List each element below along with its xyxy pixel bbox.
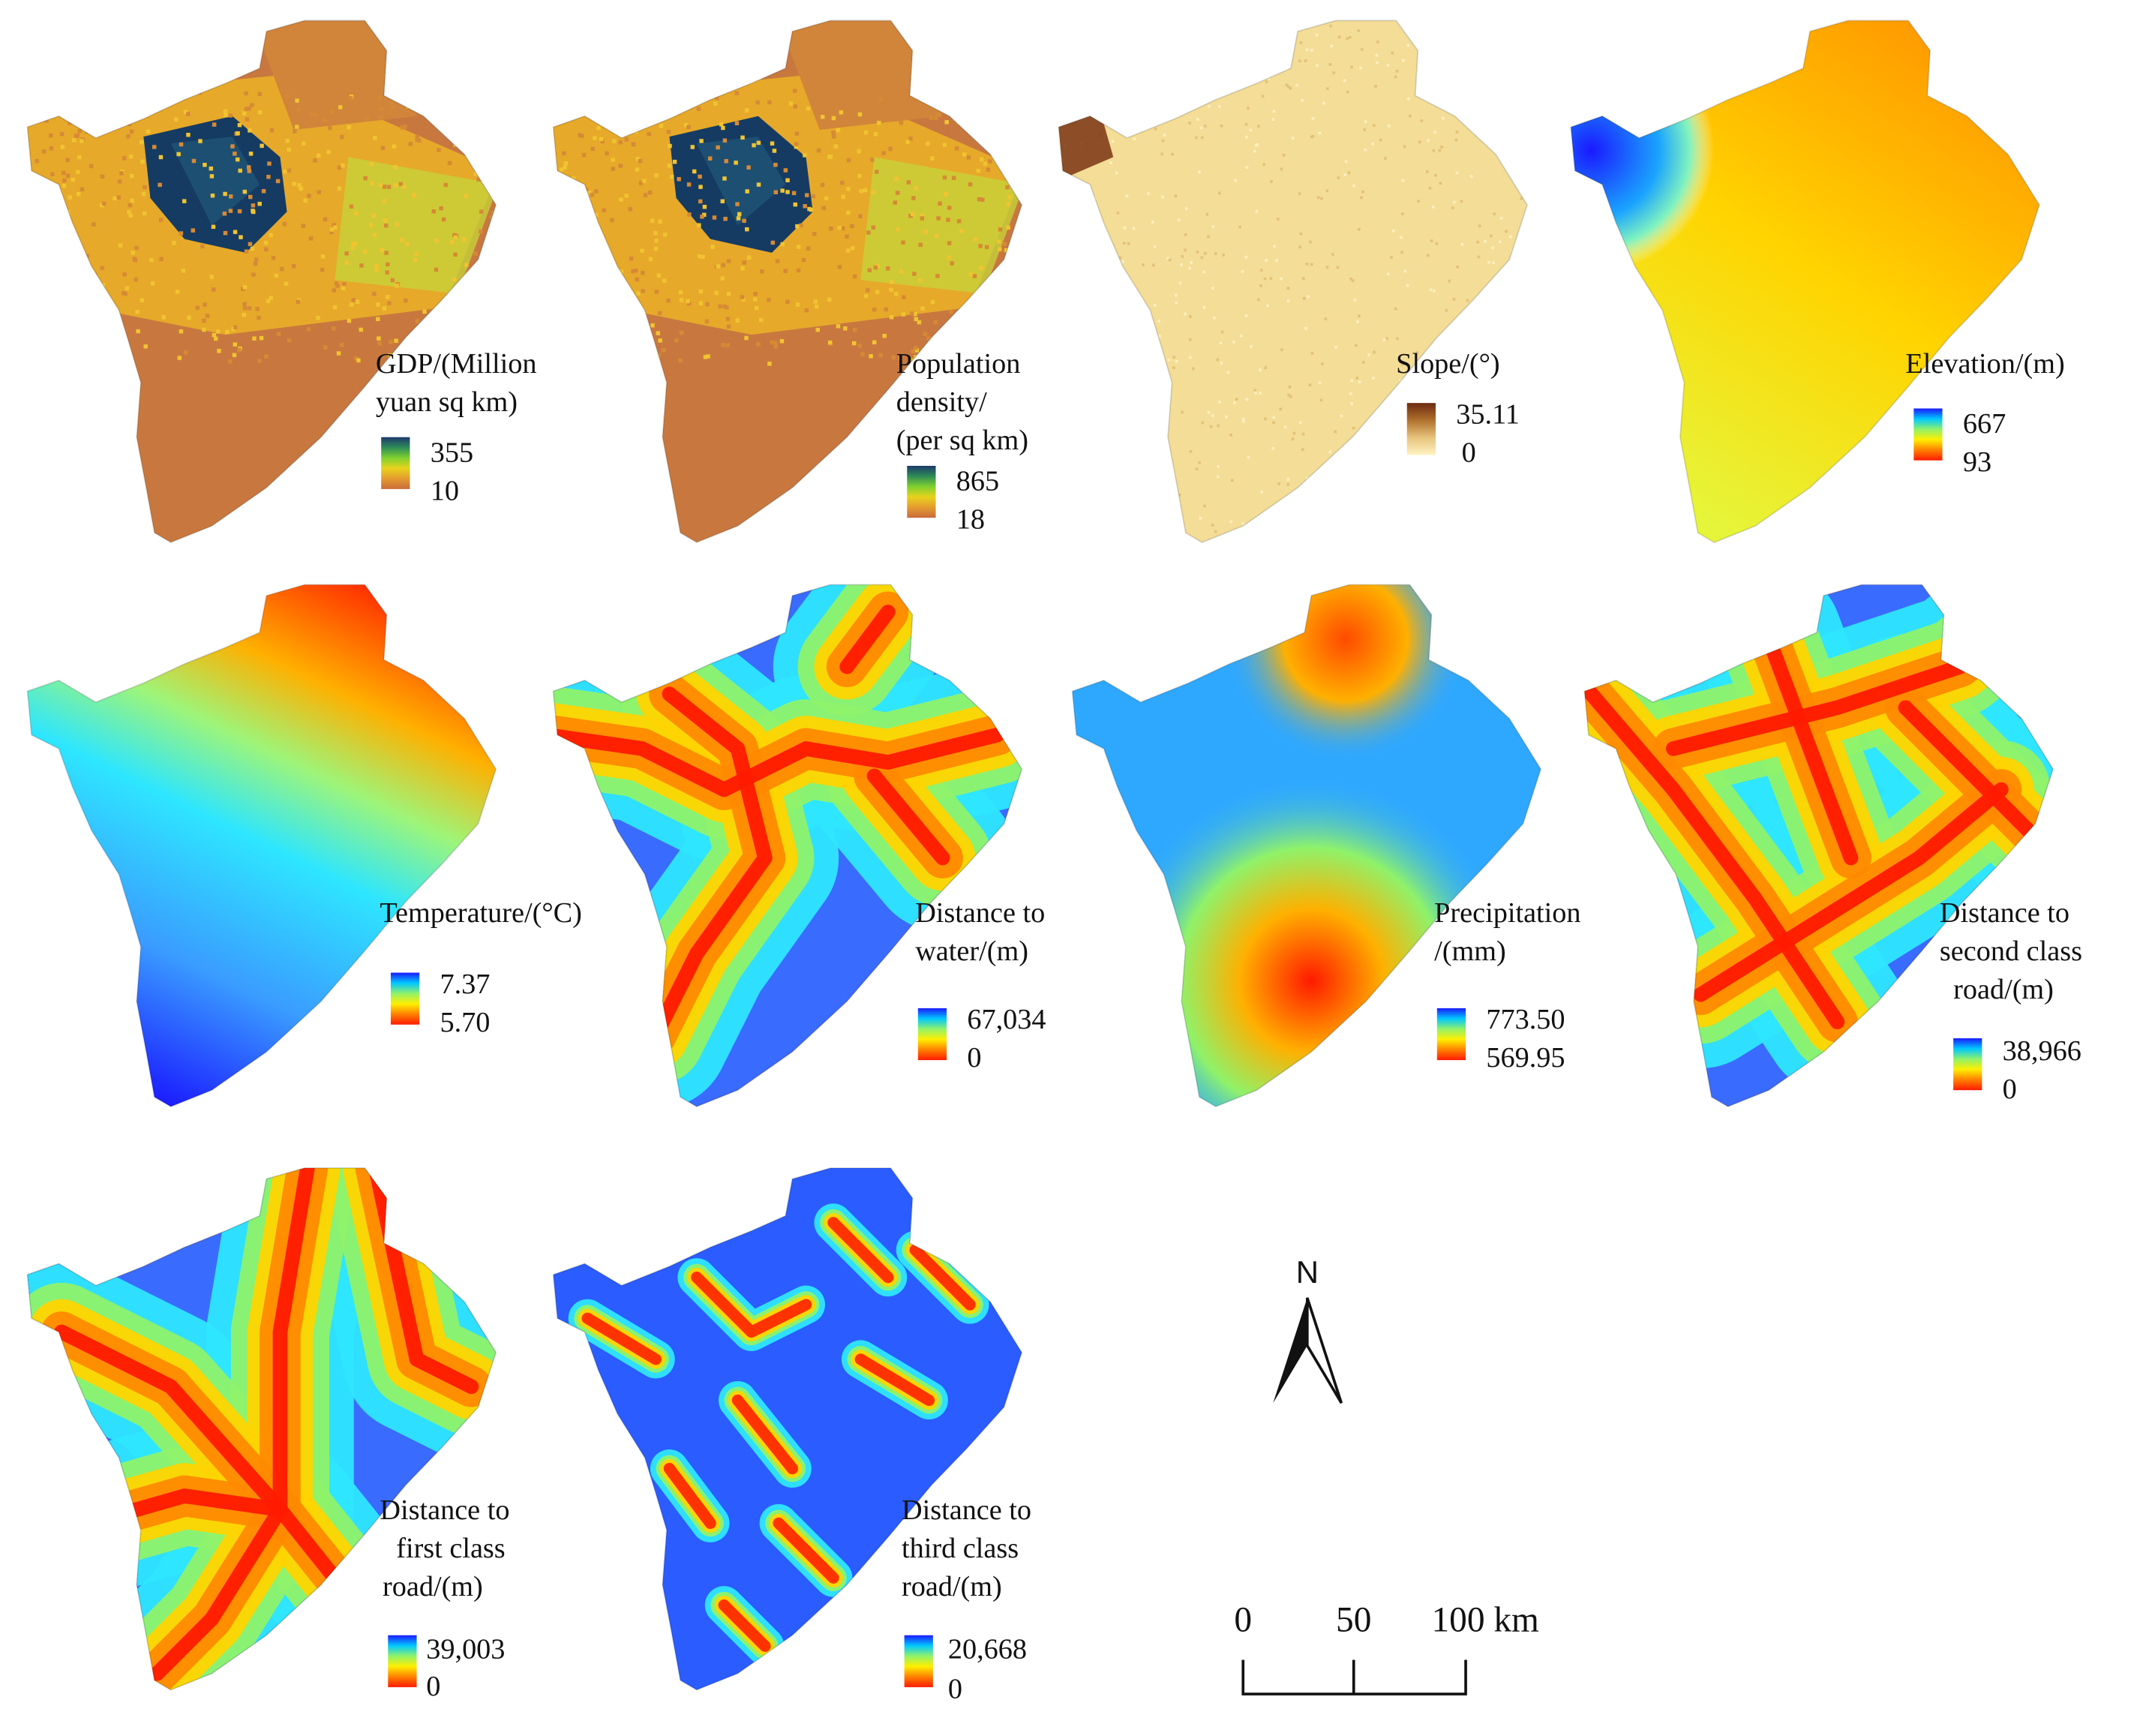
scale-bar-label-0: 0 (1234, 1600, 1252, 1639)
precipitation-legend-min: 569.95 (1486, 1042, 1565, 1074)
water-outline (552, 584, 1023, 1108)
road3-legend: Distance to third class road/(m) 20,668 … (902, 1494, 1031, 1705)
scale-bar-line (1241, 1659, 1467, 1695)
population-legend-ramp (907, 465, 936, 518)
water-title-line-1: Distance to (915, 897, 1045, 929)
panel-elevation: Elevation/(m) 667 93 (1570, 20, 2065, 543)
road3-title-line-1: Distance to (902, 1494, 1031, 1526)
panel-gdp: GDP/(Million yuan sq km) 355 10 (26, 20, 537, 543)
road3-legend-ramp (904, 1635, 933, 1687)
elevation-map (1570, 20, 2040, 543)
elevation-legend: Elevation/(m) 667 93 (1905, 348, 2064, 478)
panel-water: Distance to water/(m) 67,034 0 (552, 584, 1046, 1108)
road1-title-line-1: Distance to (380, 1494, 509, 1526)
temperature-legend: Temperature/(°C) 7.37 5.70 (380, 897, 582, 1038)
road1-legend-max: 39,003 (426, 1634, 505, 1665)
temperature-title-line-1: Temperature/(°C) (380, 897, 582, 929)
slope-legend-ramp (1406, 403, 1436, 455)
population-title-line-1: Population (896, 348, 1021, 380)
temperature-map (26, 584, 497, 1108)
north-arrow: N (1273, 1254, 1343, 1404)
water-legend-min: 0 (967, 1042, 981, 1074)
gdp-title-line-2: yuan sq km) (376, 386, 518, 418)
water-legend: Distance to water/(m) 67,034 0 (915, 897, 1046, 1074)
gdp-legend: GDP/(Million yuan sq km) 355 10 (376, 348, 537, 506)
panel-road1: Distance to first class road/(m) 39,003 … (26, 1167, 509, 1702)
road3-legend-max: 20,668 (948, 1634, 1027, 1665)
road2-legend: Distance to second class road/(m) 38,966… (1940, 897, 2082, 1105)
panel-road2: Distance to second class road/(m) 38,966… (1583, 584, 2082, 1108)
precipitation-title-line-1: Precipitation (1434, 897, 1580, 929)
road2-legend-min: 0 (2003, 1074, 2017, 1105)
elevation-legend-max: 667 (1963, 408, 2006, 440)
north-arrow-left-half (1273, 1297, 1307, 1404)
road2-legend-ramp (1953, 1038, 1982, 1091)
road1-map (26, 1167, 497, 1691)
north-arrow-right-half (1305, 1297, 1343, 1404)
population-outline (552, 20, 1023, 543)
temperature-outline (26, 584, 497, 1108)
slope-map (1058, 20, 1528, 543)
north-arrow-label: N (1296, 1254, 1319, 1290)
scale-bar: 0 50 100 km (1234, 1600, 1539, 1695)
scale-bar-label-100-km: 100 km (1432, 1600, 1539, 1639)
road3-title-line-2: third class (902, 1533, 1019, 1564)
road1-title-line-3: road/(m) (383, 1571, 483, 1602)
road3-map (552, 1167, 1023, 1691)
road2-title-line-3: road/(m) (1953, 974, 2054, 1005)
road3-outline (552, 1167, 1023, 1691)
scale-bar-label-50: 50 (1336, 1600, 1371, 1639)
population-title-line-3: (per sq km) (896, 425, 1028, 456)
road1-legend-ramp (388, 1635, 417, 1687)
slope-legend-min: 0 (1462, 437, 1476, 468)
population-title-line-2: density/ (896, 386, 987, 418)
gdp-legend-ramp (381, 437, 410, 489)
elevation-legend-ramp (1913, 408, 1943, 461)
population-legend-max: 865 (956, 466, 999, 497)
road2-title-line-1: Distance to (1940, 897, 2069, 929)
road2-title-line-2: second class (1940, 936, 2082, 967)
panel-road3: Distance to third class road/(m) 20,668 … (552, 1167, 1031, 1705)
elevation-outline (1570, 20, 2040, 543)
precipitation-legend: Precipitation /(mm) 773.50 569.95 (1434, 897, 1580, 1074)
road3-title-line-3: road/(m) (902, 1571, 1002, 1602)
precipitation-legend-ramp (1436, 1008, 1466, 1061)
slope-legend-max: 35.11 (1456, 399, 1520, 431)
gdp-legend-min: 10 (431, 475, 459, 506)
road1-legend: Distance to first class road/(m) 39,003 … (380, 1494, 509, 1702)
water-legend-max: 67,034 (967, 1004, 1046, 1035)
water-legend-ramp (917, 1008, 947, 1061)
gdp-outline (26, 20, 497, 543)
elevation-title-line-1: Elevation/(m) (1905, 348, 2064, 380)
population-legend: Population density/ (per sq km) 865 18 (896, 348, 1028, 536)
slope-legend: Slope/(°) 35.11 0 (1396, 348, 1520, 468)
road2-outline (1583, 584, 2054, 1108)
temperature-legend-ramp (390, 972, 420, 1025)
panel-precipitation: Precipitation /(mm) 773.50 569.95 (1071, 584, 1581, 1108)
slope-outline (1058, 20, 1528, 543)
panel-temperature: Temperature/(°C) 7.37 5.70 (26, 584, 582, 1108)
water-title-line-2: water/(m) (915, 936, 1028, 967)
panel-slope: Slope/(°) 35.11 0 (1058, 20, 1528, 543)
road2-legend-max: 38,966 (2003, 1035, 2081, 1067)
precipitation-title-line-2: /(mm) (1434, 936, 1506, 967)
population-legend-min: 18 (956, 504, 985, 536)
temperature-legend-max: 7.37 (440, 969, 490, 1000)
gdp-title-line-1: GDP/(Million (376, 348, 537, 380)
temperature-legend-min: 5.70 (440, 1007, 490, 1038)
road3-legend-min: 0 (948, 1673, 962, 1704)
gdp-legend-max: 355 (431, 437, 473, 468)
panel-population: Population density/ (per sq km) 865 18 (552, 20, 1028, 543)
road1-outline (26, 1167, 497, 1691)
road1-legend-min: 0 (426, 1671, 440, 1702)
road1-title-line-2: first class (396, 1533, 505, 1564)
precipitation-outline (1071, 584, 1542, 1108)
precipitation-legend-max: 773.50 (1486, 1004, 1565, 1035)
elevation-legend-min: 93 (1963, 446, 1991, 478)
slope-title-line-1: Slope/(°) (1396, 348, 1499, 380)
